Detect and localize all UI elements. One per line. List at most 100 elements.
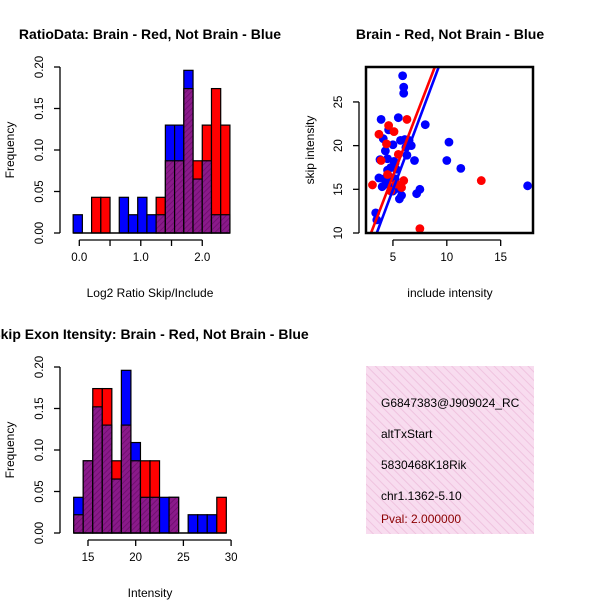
scatter-x-tick-label: 5 [390,252,396,264]
ratio-x-tick-label: 2.0 [194,252,210,264]
scatter-brain-point [402,115,412,124]
scatter-not-brain-point [398,71,408,81]
intensity-brain-bar [216,496,227,534]
scatter-not-brain-point [415,184,425,194]
info-line-event-type: altTxStart [381,427,433,441]
scatter-not-brain-point [442,156,452,165]
scatter-not-brain-point [399,82,409,92]
intensity-overlap-bar [130,460,142,534]
intensity-x-tick-label: 25 [177,552,190,564]
ratio-not-brain-bar [146,214,157,234]
scatter-y-tick-label: 20 [333,139,345,152]
scatter-not-brain-point [376,115,386,124]
scatter-not-brain-point [523,181,533,191]
scatter-not-brain-point [420,120,430,130]
scatter-not-brain-point [399,88,409,98]
ratio-brain-bar [210,87,222,234]
scatter-brain-point [384,121,394,130]
scatter-brain-point [368,180,377,190]
intensity-y-tick-label: 0.05 [34,480,46,502]
scatter-not-brain-point [380,146,390,156]
intensity-x-tick-label: 20 [129,552,142,564]
ratio-not-brain-bar [127,214,139,234]
ratio-overlap-bar [220,214,231,234]
ratio-overlap-bar [192,178,203,234]
ratio-histogram-title: RatioData: Brain - Red, Not Brain - Blue [19,26,281,42]
ratio-overlap-bar [155,214,166,234]
intensity-overlap-bar [111,478,122,534]
scatter-brain-point [476,176,486,185]
intensity-not-brain-bar [187,514,199,534]
scatter-brain-point [374,129,384,139]
scatter-plot-area [368,67,533,233]
scatter-not-brain-point [410,156,419,165]
intensity-overlap-bar [149,496,161,534]
intensity-overlap-bar [101,424,113,534]
ratio-histogram-axes: 0.0 1.0 2.0 0.00 0.05 0.10 0.15 0.20 [34,56,210,264]
ratio-not-brain-bar [118,196,130,234]
scatter-brain-fit-line [369,67,437,233]
intensity-y-tick-label: 0.10 [34,439,46,461]
intensity-histogram-axes: 15 20 25 30 0.00 0.05 0.10 0.15 0.20 [34,356,237,564]
info-panel-background [366,366,534,534]
ratio-overlap-bar [210,214,222,234]
scatter-not-brain-fit-line [375,67,441,233]
intensity-scatter-panel: Brain - Red, Not Brain - Blue 5 10 15 10 15 2… [303,26,544,300]
scatter-brain-point [415,224,425,233]
intensity-not-brain-bar [158,496,170,534]
ratio-y-tick-label: 0.20 [34,56,46,78]
scatter-x-tick-label: 10 [440,252,453,264]
scatter-brain-point [383,170,392,179]
intensity-overlap-bar [139,496,151,534]
ratio-overlap-bar [201,160,213,234]
ratio-brain-bar [100,196,111,234]
scatter-not-brain-point [397,191,406,200]
scatter-marks [368,67,533,233]
intensity-overlap-bar [92,406,103,534]
intensity-histogram-panel: Skip Exon Itensity: Brain - Red, Not Bra… [0,326,309,600]
intensity-histogram-title: Skip Exon Itensity: Brain - Red, Not Bra… [0,326,309,342]
intensity-histogram-xlabel: Intensity [128,586,173,600]
scatter-y-tick-label: 10 [333,227,345,240]
intensity-histogram-ylabel: Frequency [3,422,17,479]
ratio-x-tick-label: 1.0 [133,252,149,264]
scatter-not-brain-point [456,163,466,173]
scatter-brain-point [399,176,409,185]
ratio-y-tick-label: 0.15 [34,97,46,119]
ratio-histogram-bars [72,69,231,234]
scatter-ylabel: skip intensity [303,116,317,185]
ratio-y-tick-label: 0.00 [34,222,46,244]
ratio-overlap-bar [164,160,176,234]
ratio-not-brain-bar [72,214,83,234]
ratio-y-tick-label: 0.10 [34,139,46,161]
ratio-histogram-panel: RatioData: Brain - Red, Not Brain - Blue… [3,26,281,300]
intensity-x-tick-label: 15 [82,552,95,564]
info-line-probe-id: G6847383@J909024_RC [381,396,520,410]
ratio-y-tick-label: 0.05 [34,180,46,202]
intensity-overlap-bar [120,424,132,534]
intensity-not-brain-bar [197,514,208,534]
ratio-overlap-bar [183,87,194,234]
scatter-not-brain-point [393,113,403,123]
ratio-overlap-bar [173,160,185,234]
intensity-not-brain-bar [206,514,218,534]
ratio-histogram-ylabel: Frequency [3,122,17,179]
intensity-y-tick-label: 0.15 [34,397,46,419]
scatter-brain-point [397,183,406,192]
scatter-y-tick-label: 15 [333,183,345,196]
ratio-histogram-xlabel: Log2 Ratio Skip/Include [87,286,214,300]
intensity-x-tick-label: 30 [225,552,238,564]
info-line-location: chr1.1362-5.10 [381,489,462,503]
scatter-axes: 5 10 15 10 15 20 25 [333,65,535,264]
intensity-overlap-bar [82,460,94,534]
scatter-not-brain-point [444,137,454,147]
intensity-overlap-bar [73,514,84,534]
intensity-histogram-bars [73,369,227,534]
ratio-brain-bar [90,196,102,234]
intensity-y-tick-label: 0.00 [34,522,46,544]
info-pval: Pval: 2.000000 [381,512,461,526]
ratio-not-brain-bar [137,196,148,234]
intensity-overlap-bar [168,496,180,534]
scatter-y-tick-label: 25 [333,96,345,109]
scatter-title: Brain - Red, Not Brain - Blue [356,26,544,42]
